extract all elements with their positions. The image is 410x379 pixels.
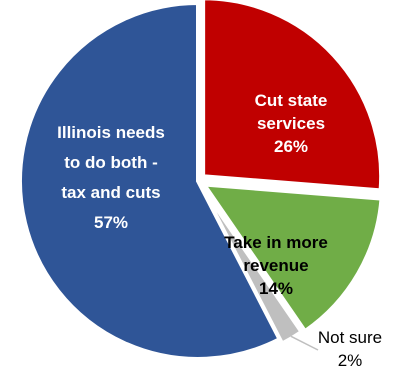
pie-slice-take-in-more-revenue — [200, 182, 384, 334]
pie-slices — [18, 0, 384, 361]
slice-label-cut-state-services: Cut state services 26% — [255, 91, 328, 156]
pie-slice-not-sure — [198, 184, 305, 347]
not-sure-leader-line — [290, 335, 319, 351]
slice-name-label-line: tax and cuts — [61, 183, 160, 202]
slice-name-label-line: Illinois needs — [57, 123, 165, 142]
slice-value-label: 2% — [338, 351, 363, 370]
slice-label-illinois-needs-to-do-both-tax-and-cuts: Illinois needs to do both - tax and cuts 57… — [57, 123, 165, 232]
slice-value-label: 14% — [259, 279, 293, 298]
slice-name-label-line: services — [257, 114, 325, 133]
slice-name-label-line: revenue — [243, 256, 308, 275]
slice-label-take-in-more-revenue: Take in more revenue 14% — [224, 233, 328, 298]
slice-value-label: 26% — [274, 137, 308, 156]
slice-name-label-line: to do both - — [64, 153, 157, 172]
pie-slice-cut-state-services — [201, 0, 384, 193]
pie-labels: Cut state services 26% Take in more revenue 1… — [57, 91, 382, 370]
slice-name-label-line: Cut state — [255, 91, 328, 110]
slice-name-label-line: Not sure — [318, 328, 382, 347]
pie-slice-illinois-needs-to-do-both-tax-and-cuts — [18, 0, 283, 361]
slice-value-label: 57% — [94, 213, 128, 232]
slice-label-not-sure: Not sure 2% — [318, 328, 382, 370]
slice-name-label-line: Take in more — [224, 233, 328, 252]
